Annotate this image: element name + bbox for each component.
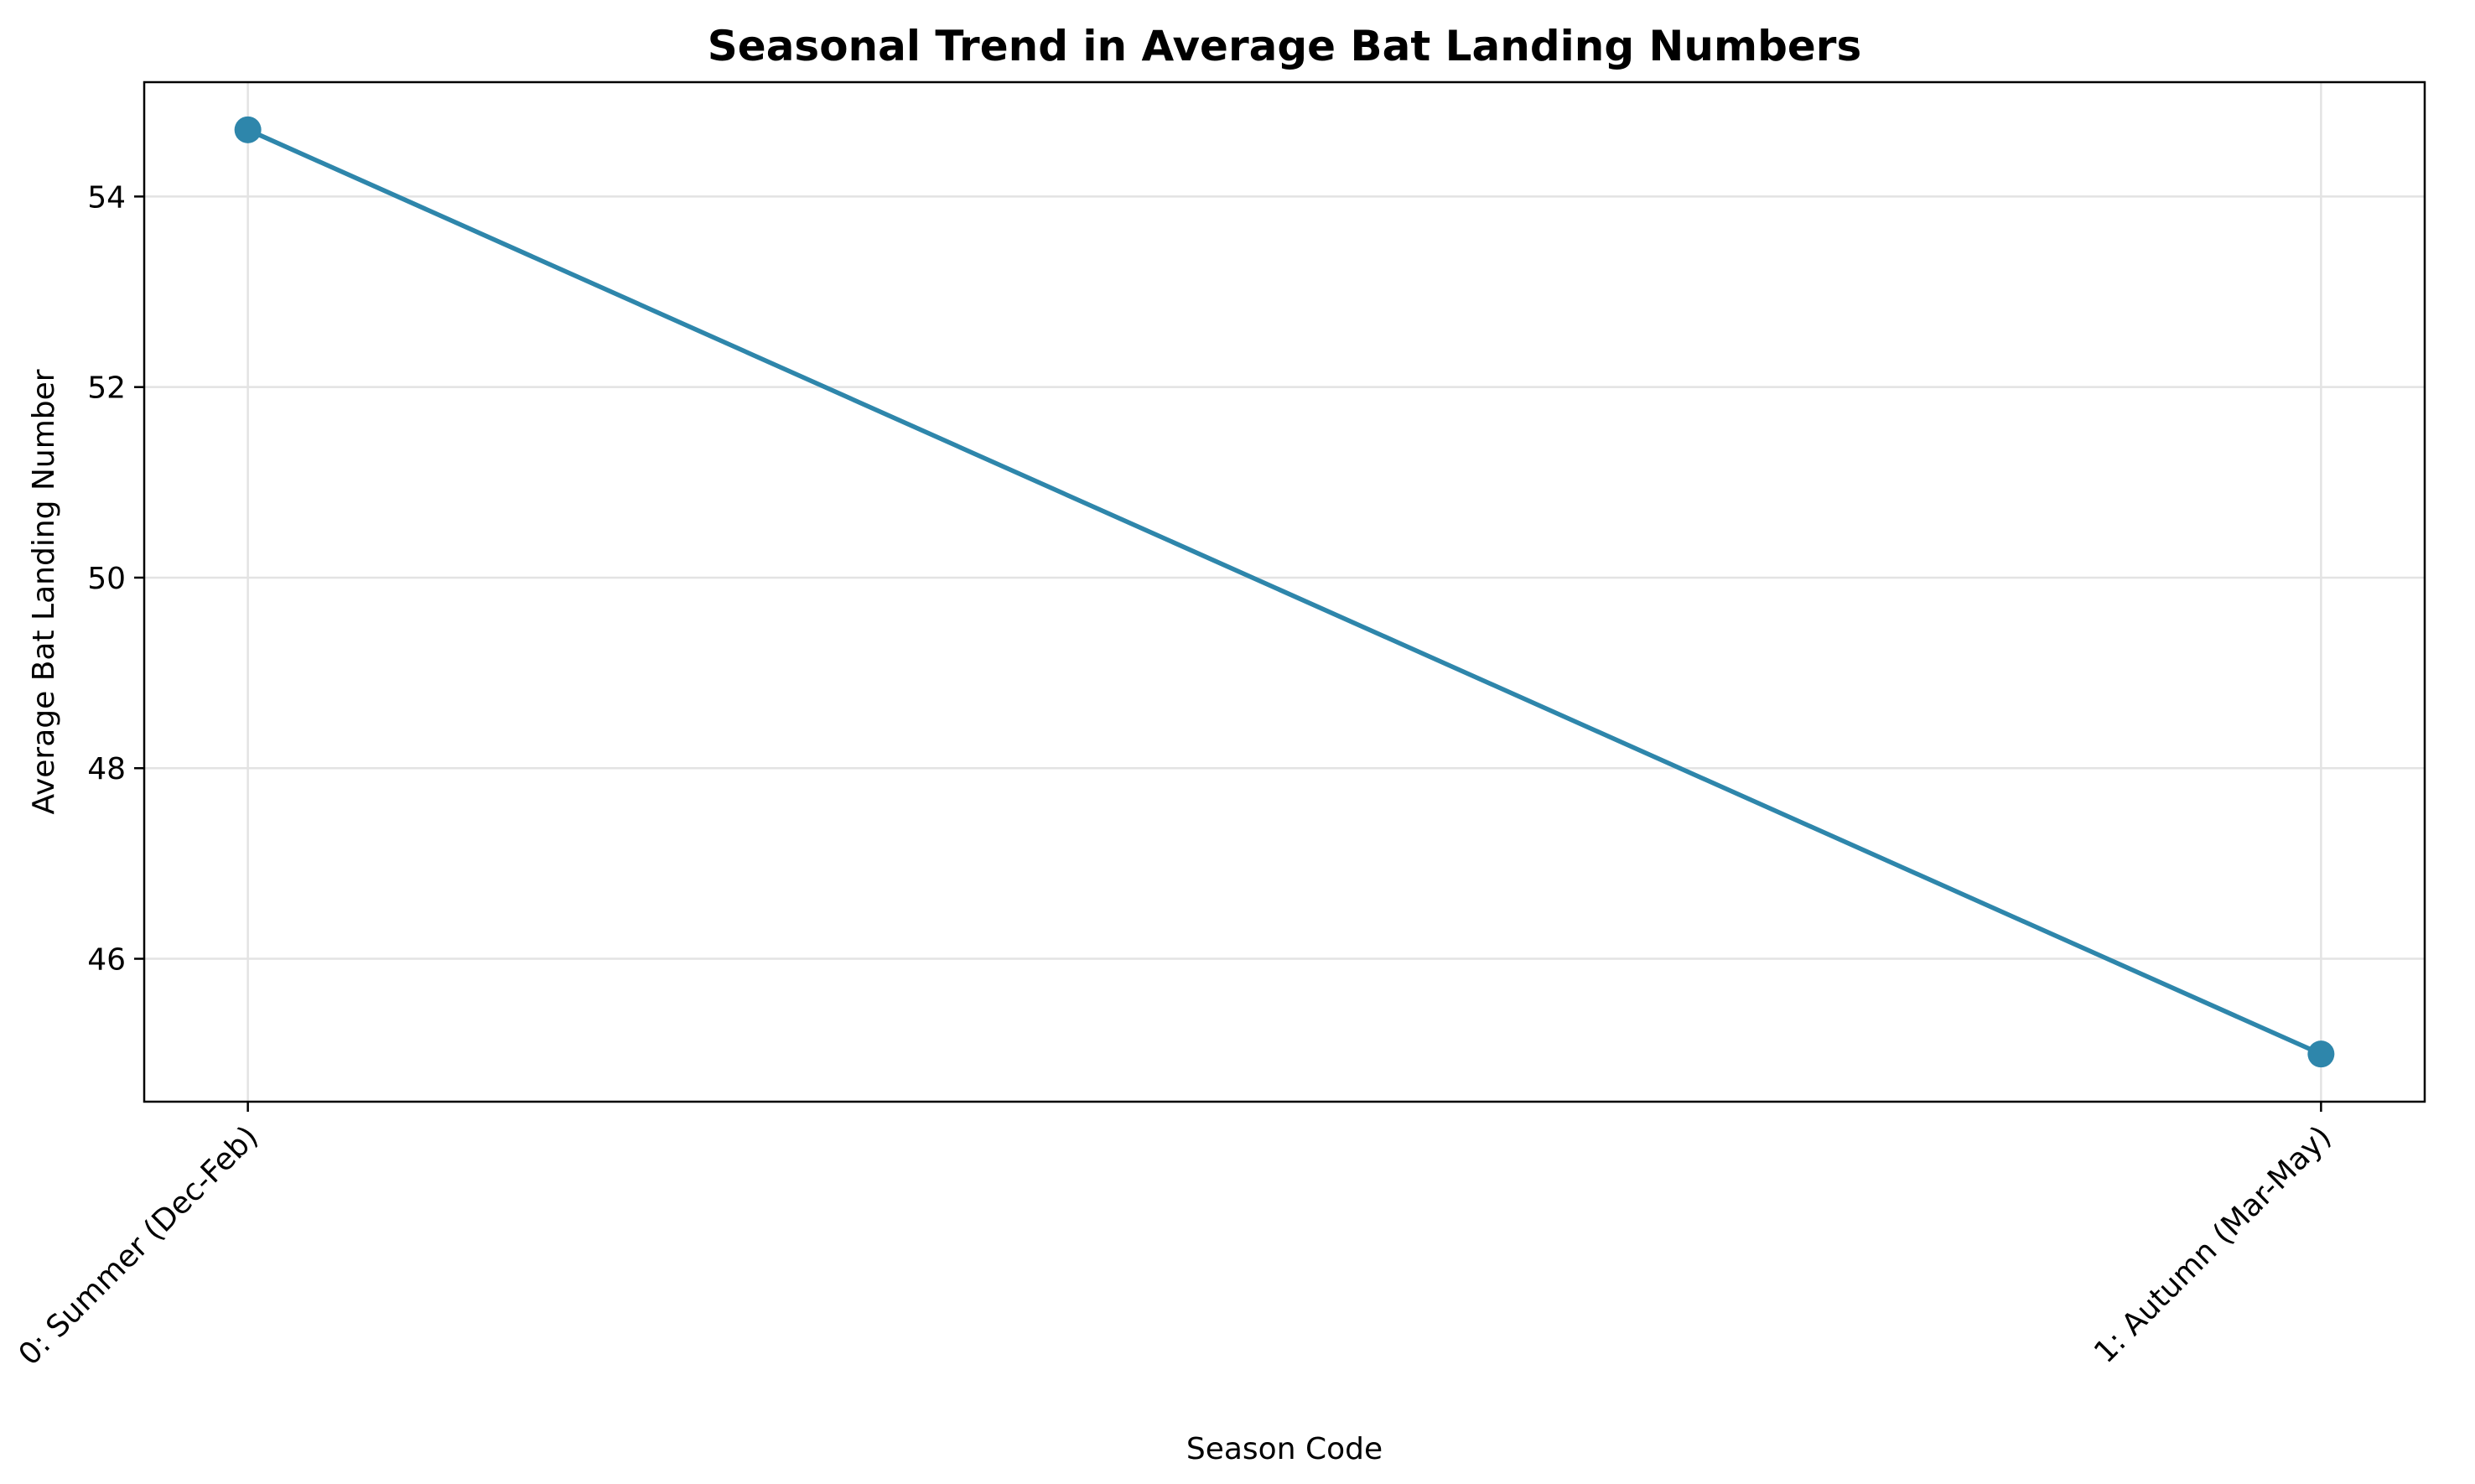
plot-frame [143, 80, 2426, 1103]
y-axis: 46 48 50 52 54 [87, 180, 144, 978]
data-point [234, 116, 262, 143]
y-tick-label: 52 [87, 371, 126, 406]
series-layer [234, 116, 2335, 1068]
y-tick-label: 46 [87, 943, 126, 978]
x-tick-label: 1: Autumn (Mar-May) [2088, 1119, 2338, 1370]
x-axis-label: Season Code [1186, 1432, 1383, 1466]
x-tick-label: 0: Summer (Dec-Feb) [13, 1119, 265, 1372]
x-axis: 0: Summer (Dec-Feb) 1: Autumn (Mar-May) [13, 1102, 2338, 1372]
grid [144, 82, 2425, 1102]
y-tick-label: 48 [87, 752, 126, 786]
y-axis-label: Average Bat Landing Number [27, 369, 61, 814]
series-line [245, 127, 2324, 1057]
chart-title: Seasonal Trend in Average Bat Landing Nu… [708, 22, 1861, 70]
data-point [2307, 1040, 2335, 1068]
y-tick-label: 54 [87, 180, 126, 215]
y-tick-label: 50 [87, 562, 126, 596]
